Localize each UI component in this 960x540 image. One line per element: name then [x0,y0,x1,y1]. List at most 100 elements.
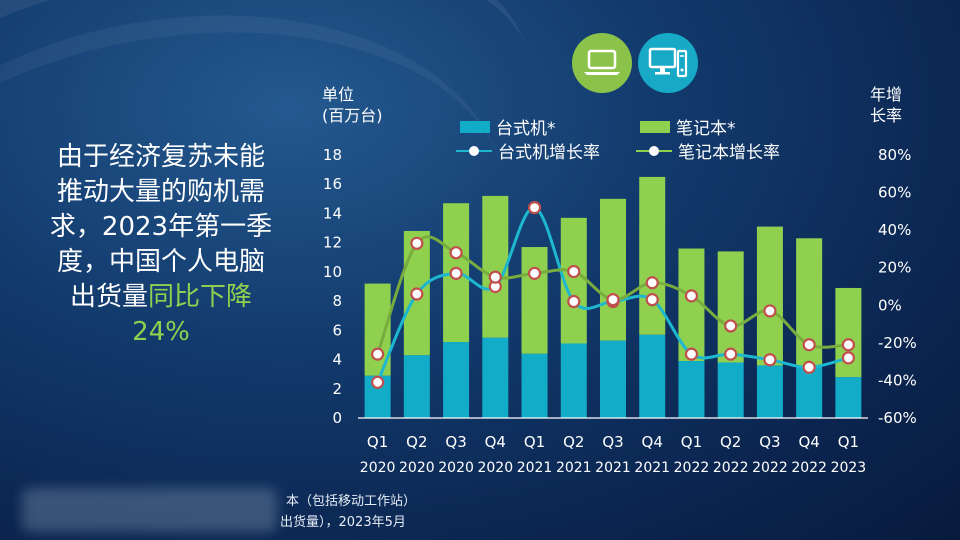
left-axis-title-line-2: (百万台) [322,106,383,125]
left-axis-tick-label: 4 [332,351,342,369]
x-tick-label-year: 2021 [595,460,631,476]
bar-notebook [600,198,626,341]
legend-notebook-bar: 笔记本* [640,114,736,139]
footer-line-1: 本（包括移动工作站） [286,494,417,509]
right-axis-tick-label: -20% [878,334,917,352]
left-axis-title-line-1: 单位 [322,85,355,104]
left-axis-title: 单位 (百万台) [322,84,383,126]
legend-marker-desktop-growth [456,145,492,157]
left-axis-tick-label: 2 [332,380,342,398]
bar-notebook [756,226,783,366]
left-axis-tick-label: 8 [332,292,342,310]
headline-plain-text: 出货量 [69,282,148,312]
x-tick-label-quarter: Q1 [838,433,859,451]
notebook-growth-point [724,319,738,333]
laptop-icon [572,33,632,93]
x-tick-label-quarter: Q3 [445,433,466,451]
bar-desktop [678,361,705,418]
desktop-growth-point [841,351,855,365]
legend-desktop-bar: 台式机* [460,114,556,139]
desktop-growth-point [724,347,738,361]
headline-line-4: 度，中国个人电脑 [56,247,265,277]
right-axis-tick-label: 20% [878,259,911,277]
notebook-growth-point [841,338,855,352]
x-tick-label-quarter: Q2 [406,433,427,451]
desktop-growth-point [684,347,699,361]
legend-desktop-growth: 台式机增长率 [456,138,600,163]
legend-label-desktop: 台式机* [496,119,556,139]
x-tick-label-quarter: Q4 [642,433,663,451]
bar-desktop [600,340,626,418]
notebook-growth-point [449,246,463,260]
x-tick-label-year: 2020 [438,460,474,476]
footer-line-2: 出货量），2023年5月 [280,515,406,530]
blurred-source-note [22,488,277,532]
right-axis-tick-label: 40% [878,221,911,239]
x-tick-label-year: 2020 [399,460,435,476]
x-tick-label-quarter: Q4 [485,433,506,451]
x-tick-label-quarter: Q1 [367,433,388,451]
headline-highlight-text: 同比下降 [148,282,253,312]
bar-desktop [403,355,430,418]
right-axis-title: 年增 长率 [870,84,902,126]
legend-swatch-desktop [460,120,490,133]
bar-desktop [443,342,470,418]
legend-label-desktop-growth: 台式机增长率 [498,143,600,163]
headline-line-2: 推动大量的购机需 [56,177,265,207]
left-axis-tick-label: 12 [323,234,342,252]
notebook-growth-point [371,347,385,361]
headline-text: 由于经济复苏未能 推动大量的购机需 求，2023年第一季 度，中国个人电脑 出货… [18,140,304,350]
right-axis-tick-label: 80% [878,146,911,164]
x-tick-label-quarter: Q3 [602,433,623,451]
notebook-growth-point [763,304,777,318]
desktop-growth-point [763,353,777,367]
headline-line-3: 求，2023年第一季 [49,212,273,242]
x-tick-label-quarter: Q2 [563,433,584,451]
bar-desktop [756,365,783,418]
bar-notebook [521,247,548,354]
bar-desktop [717,362,744,418]
bar-notebook [717,251,744,363]
desktop-growth-point [410,287,424,301]
headline-line-5: 出货量同比下降 [18,280,304,315]
x-tick-label-year: 2022 [674,460,710,476]
notebook-growth-point [527,266,542,280]
headline-percentage: 24% [132,317,190,347]
legend-notebook-growth: 笔记本增长率 [636,138,780,163]
right-axis-tick-label: -60% [878,409,917,427]
x-tick-label-year: 2020 [477,460,513,476]
bar-notebook [482,195,509,338]
bar-desktop [560,343,587,418]
notebook-growth-point [802,338,816,352]
right-axis-tick-label: 60% [878,184,911,202]
x-tick-label-year: 2021 [517,460,553,476]
desktop-growth-point [645,293,659,307]
x-tick-label-year: 2022 [791,460,827,476]
left-axis-tick-label: 16 [323,175,342,193]
desktop-icon [638,33,698,93]
x-tick-label-quarter: Q2 [720,433,741,451]
x-tick-label-year: 2022 [713,460,749,476]
right-axis-tick-label: 0% [878,296,902,314]
bar-desktop [796,366,823,418]
bar-desktop [639,334,666,418]
bar-desktop [482,337,509,418]
x-tick-label-year: 2021 [634,460,670,476]
left-axis-tick-label: 10 [323,263,342,281]
right-axis-tick-label: -40% [878,371,917,389]
x-tick-label-quarter: Q1 [524,433,545,451]
x-tick-label-quarter: Q1 [681,433,702,451]
notebook-growth-point [488,270,502,284]
headline-line-1: 由于经济复苏未能 [56,142,265,172]
notebook-growth-point [645,276,659,290]
x-tick-label-quarter: Q3 [759,433,780,451]
desktop-growth-point [802,360,816,374]
x-tick-label-year: 2022 [752,460,788,476]
notebook-growth-point [410,236,424,250]
right-axis-title-line-1: 年增 [870,85,903,104]
x-tick-label-year: 2021 [556,460,592,476]
left-axis-tick-label: 14 [323,204,342,222]
left-axis-tick-label: 0 [332,409,342,427]
x-tick-label-year: 2020 [360,460,396,476]
left-axis-tick-label: 6 [332,321,342,339]
